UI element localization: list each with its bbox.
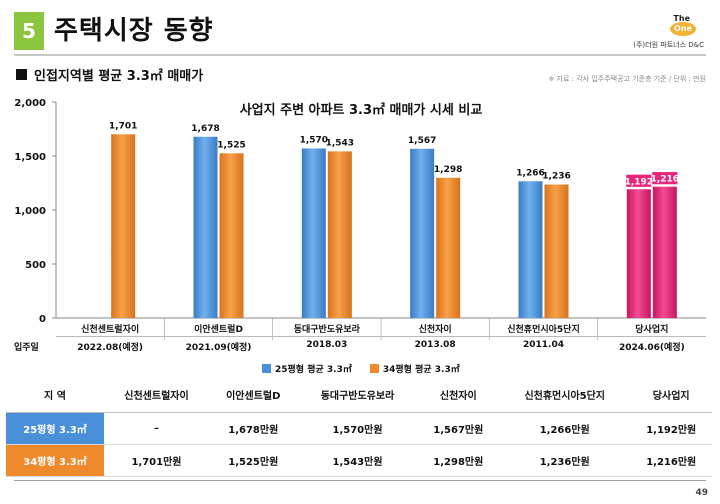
table-cell: 1,543만원 bbox=[297, 444, 418, 477]
data-label: 1,567 bbox=[408, 136, 436, 146]
table-row: 34평형 3.3㎡ 1,701만원 1,525만원 1,543만원 1,298만… bbox=[6, 444, 712, 477]
data-label: 1,525 bbox=[217, 140, 245, 150]
table-cell: 1,567만원 bbox=[417, 412, 500, 445]
chart-legend: 25평형 평균 3.3㎡ 34평형 평균 3.3㎡ bbox=[262, 362, 460, 375]
table-cell: 1,525만원 bbox=[208, 444, 298, 477]
legend-label-25: 25평형 평균 3.3㎡ bbox=[275, 365, 352, 375]
table-cell: 1,236만원 bbox=[499, 444, 631, 477]
table-cell: – bbox=[104, 412, 209, 445]
table-cell: 1,678만원 bbox=[208, 412, 298, 445]
x-category-label: 동대구반도유보라 bbox=[294, 323, 361, 335]
table-cell: 1,216만원 bbox=[630, 444, 712, 477]
table-row-label: 34평형 3.3㎡ bbox=[6, 444, 104, 477]
bar-25-2 bbox=[301, 148, 326, 318]
table-header-cell: 이안센트럴D bbox=[208, 378, 298, 413]
logo-text-the: The bbox=[673, 14, 690, 23]
table-cell: 1,701만원 bbox=[104, 444, 209, 477]
move-in-date: 2018.03 bbox=[306, 340, 348, 350]
table-header-cell: 당사업지 bbox=[630, 378, 712, 413]
data-label: 1,570 bbox=[300, 135, 328, 145]
legend-swatch-34 bbox=[369, 364, 379, 373]
price-table: 지 역 신천센트럴자이 이안센트럴D 동대구반도유보라 신천자이 신천휴먼시아5… bbox=[6, 378, 712, 477]
logo-company-name: (주)더원 파트너스 D&C bbox=[633, 41, 704, 49]
company-logo: The One (주)더원 파트너스 D&C bbox=[633, 14, 710, 50]
page-title: 주택시장 동향 bbox=[54, 16, 214, 46]
move-in-date: 2021.09(예정) bbox=[185, 343, 252, 353]
bar-25-3 bbox=[410, 148, 435, 318]
bar-34-3 bbox=[436, 177, 461, 318]
legend-swatch-25 bbox=[262, 364, 271, 373]
table-cell: 1,298만원 bbox=[417, 444, 500, 477]
bar-34-1 bbox=[219, 153, 244, 318]
move-in-label: 입주일 bbox=[14, 343, 39, 353]
x-category-label: 신천휴먼시아5단지 bbox=[507, 323, 580, 335]
x-category-label: 신천자이 bbox=[419, 323, 452, 335]
y-tick-label: 1,000 bbox=[14, 206, 46, 217]
data-label: 1,298 bbox=[434, 165, 462, 175]
table-cell: 1,266만원 bbox=[499, 412, 631, 445]
x-category-label: 신천센트럴자이 bbox=[81, 323, 139, 335]
y-tick-label: 2,000 bbox=[14, 98, 46, 109]
bar-34-4 bbox=[544, 184, 569, 318]
data-label: 1,266 bbox=[516, 168, 544, 178]
table-header-cell: 신천센트럴자이 bbox=[104, 378, 209, 413]
data-label: 1,701 bbox=[109, 121, 137, 131]
bar-25-1 bbox=[193, 136, 218, 318]
move-in-date: 2024.06(예정) bbox=[618, 343, 685, 353]
bar-34-2 bbox=[327, 151, 352, 318]
table-cell: 1,570만원 bbox=[297, 412, 418, 445]
table-header-row: 지 역 신천센트럴자이 이안센트럴D 동대구반도유보라 신천자이 신천휴먼시아5… bbox=[6, 378, 712, 413]
data-label: 1,543 bbox=[326, 138, 354, 148]
section-number-badge: 5 bbox=[14, 12, 44, 50]
chart-title: 사업지 주변 아파트 3.3㎡ 매매가 시세 비교 bbox=[240, 102, 483, 118]
move-in-date: 2013.08 bbox=[414, 340, 456, 350]
table-row: 25평형 3.3㎡ – 1,678만원 1,570만원 1,567만원 1,26… bbox=[6, 412, 712, 445]
data-label: 1,192 bbox=[625, 177, 653, 187]
data-label-box bbox=[651, 171, 679, 186]
bar-34-0 bbox=[111, 134, 136, 318]
x-category-label: 이안센트럴D bbox=[194, 323, 243, 335]
move-in-rule bbox=[56, 336, 706, 337]
data-label: 1,678 bbox=[191, 124, 219, 134]
subtitle-bullet-icon bbox=[16, 69, 27, 80]
footer-divider bbox=[14, 480, 706, 481]
move-in-date: 2022.08(예정) bbox=[77, 343, 144, 353]
y-tick-label: 1,500 bbox=[14, 152, 46, 163]
price-comparison-chart: 0 500 1,000 1,500 2,000 사업지 주변 아파트 3.3㎡ 매매가 시… bbox=[14, 98, 706, 340]
table-header-cell: 동대구반도유보라 bbox=[297, 378, 418, 413]
table-header-cell: 신천자이 bbox=[417, 378, 500, 413]
y-tick-label: 500 bbox=[25, 260, 46, 271]
data-label: 1,236 bbox=[542, 172, 570, 182]
bar-25-4 bbox=[518, 181, 543, 318]
move-in-date: 2011.04 bbox=[523, 340, 564, 350]
legend-item-34: 34평형 평균 3.3㎡ bbox=[369, 362, 460, 375]
data-label: 1,216 bbox=[651, 175, 679, 185]
y-tick-label: 0 bbox=[39, 314, 46, 325]
table-header-cell: 지 역 bbox=[6, 378, 104, 413]
table-row-label: 25평형 3.3㎡ bbox=[6, 412, 104, 445]
bar-25-5 bbox=[626, 189, 651, 318]
legend-item-25: 25평형 평균 3.3㎡ bbox=[262, 362, 352, 375]
page-number: 49 bbox=[695, 488, 708, 498]
title-divider bbox=[14, 54, 706, 56]
x-category-label: 당사업지 bbox=[635, 323, 668, 335]
legend-label-34: 34평형 평균 3.3㎡ bbox=[382, 365, 460, 375]
table-cell: 1,192만원 bbox=[630, 412, 712, 445]
source-note: ※ 자료 : 각사 입주주택공고 기준층 기준 / 단위 : 만원 bbox=[548, 75, 706, 83]
section-subtitle: 인접지역별 평균 3.3㎡ 매매가 bbox=[34, 69, 204, 84]
logo-text-one: One bbox=[670, 22, 696, 36]
table-header-cell: 신천휴먼시아5단지 bbox=[499, 378, 631, 413]
bar-34-5 bbox=[652, 186, 677, 318]
